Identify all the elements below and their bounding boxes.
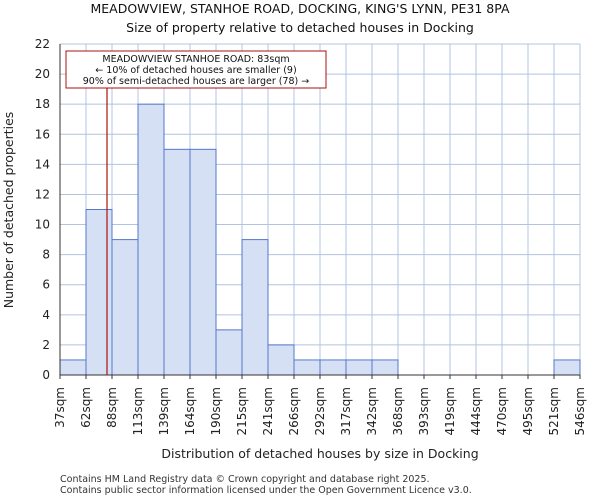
y-tick-label: 20 xyxy=(35,67,50,81)
histogram-bar xyxy=(293,359,321,376)
x-tick-label: 88sqm xyxy=(105,387,119,428)
histogram-bar xyxy=(163,148,191,376)
y-tick-label: 6 xyxy=(42,278,50,292)
x-axis-label: Distribution of detached houses by size … xyxy=(161,446,478,461)
x-tick-label: 495sqm xyxy=(521,387,535,435)
y-tick-label: 8 xyxy=(42,248,50,262)
x-tick-label: 342sqm xyxy=(365,387,379,435)
histogram-bar xyxy=(371,359,399,376)
annotation-line-3: 90% of semi-detached houses are larger (… xyxy=(83,76,310,87)
x-tick-label: 546sqm xyxy=(573,387,587,435)
y-tick-label: 22 xyxy=(35,37,50,51)
x-tick-label: 241sqm xyxy=(261,387,275,435)
footer-line-1: Contains HM Land Registry data © Crown c… xyxy=(60,474,430,485)
histogram-bar xyxy=(189,148,217,376)
x-tick-label: 164sqm xyxy=(183,387,197,435)
x-tick-label: 393sqm xyxy=(417,387,431,435)
y-tick-labels: 0 2 4 6 8 10 12 14 16 18 20 22 xyxy=(35,37,50,382)
y-tick-label: 2 xyxy=(42,338,50,352)
histogram-bar xyxy=(553,359,581,376)
bars xyxy=(59,103,581,376)
x-tick-label: 521sqm xyxy=(547,387,561,435)
x-tick-label: 317sqm xyxy=(339,387,353,435)
x-tick-labels: 37sqm 62sqm 88sqm 113sqm 139sqm 164sqm 190sqm 2… xyxy=(53,387,587,435)
x-tick-label: 419sqm xyxy=(443,387,457,435)
y-tick-label: 14 xyxy=(35,157,50,171)
annotation-box: MEADOWVIEW STANHOE ROAD: 83sqm ← 10% of … xyxy=(65,50,327,89)
annotation-line-1: MEADOWVIEW STANHOE ROAD: 83sqm xyxy=(102,54,289,65)
histogram-bar xyxy=(345,359,373,376)
y-tick-label: 4 xyxy=(42,308,50,322)
x-tick-label: 444sqm xyxy=(469,387,483,435)
x-tick-label: 368sqm xyxy=(391,387,405,435)
x-tick-label: 266sqm xyxy=(287,387,301,435)
y-tick-label: 12 xyxy=(35,187,50,201)
annotation-border xyxy=(65,50,327,89)
y-axis-label: Number of detached properties xyxy=(1,112,16,309)
y-tick-label: 10 xyxy=(35,218,50,232)
histogram-bar xyxy=(111,239,139,376)
x-tick-label: 113sqm xyxy=(131,387,145,435)
x-tick-label: 62sqm xyxy=(79,387,93,428)
y-tick-label: 0 xyxy=(42,368,50,382)
chart-subtitle: Size of property relative to detached ho… xyxy=(126,20,474,35)
x-tick-label: 470sqm xyxy=(495,387,509,435)
annotation-line-2: ← 10% of detached houses are smaller (9) xyxy=(95,65,296,76)
histogram-bar xyxy=(267,344,295,376)
histogram-bar xyxy=(59,359,87,376)
x-tick-label: 190sqm xyxy=(209,387,223,435)
x-tick-label: 139sqm xyxy=(157,387,171,435)
histogram-bar xyxy=(85,209,113,376)
y-tick-label: 18 xyxy=(35,97,50,111)
histogram-bar xyxy=(137,103,165,376)
histogram-bar xyxy=(319,359,347,376)
histogram-bar xyxy=(241,239,269,376)
footer-line-2: Contains public sector information licen… xyxy=(60,485,472,496)
histogram-bar xyxy=(215,329,243,376)
x-tick-label: 215sqm xyxy=(235,387,249,435)
y-tick-label: 16 xyxy=(35,127,50,141)
x-tick-label: 37sqm xyxy=(53,387,67,428)
axes xyxy=(59,44,581,379)
chart-title: MEADOWVIEW, STANHOE ROAD, DOCKING, KING'… xyxy=(90,1,509,16)
x-tick-label: 292sqm xyxy=(313,387,327,435)
